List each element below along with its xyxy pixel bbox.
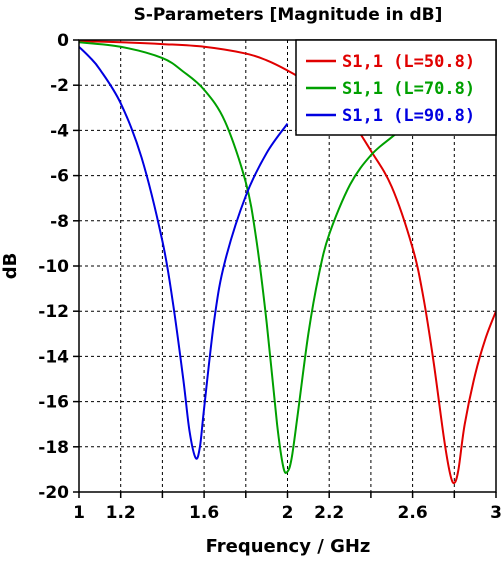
x-tick-label: 2.6 [398,503,428,523]
y-tick-label: -8 [50,212,69,232]
legend-entry-label: S1,1 (L=50.8) [342,52,475,72]
x-tick-label: 1.2 [106,503,136,523]
y-axis: 0 -2 -4 -6 -8 -10 -12 -14 -16 -18 -20 [38,31,79,503]
legend-entry-label: S1,1 (L=90.8) [342,106,475,126]
series-line-2 [79,41,414,474]
y-tick-label: -2 [50,76,69,96]
y-tick-label: -12 [38,302,69,322]
y-tick-label: -18 [38,438,69,458]
legend: S1,1 (L=50.8) S1,1 (L=70.8) S1,1 (L=90.8) [295,39,497,136]
plot-frame [78,39,497,493]
legend-entry-label: S1,1 (L=70.8) [342,79,475,99]
series-line-1 [79,40,496,485]
x-tick-label: 2.2 [314,503,344,523]
y-tick-label: -6 [50,167,69,187]
x-axis-label: Frequency / GHz [206,536,371,557]
y-axis-label: dB [0,253,21,280]
series-group [79,40,496,485]
x-axis: 1 1.2 1.6 2 2.2 2.6 3 [73,492,502,523]
x-tick-label: 1.6 [189,503,219,523]
x-tick-label: 2 [282,503,294,523]
chart-title: S-Parameters [Magnitude in dB] [134,5,443,25]
x-tick-label: 3 [490,503,502,523]
y-tick-label: -20 [38,483,69,503]
y-tick-label: 0 [57,31,69,51]
x-tick-label: 1 [73,503,85,523]
series-line-3 [79,46,289,460]
y-tick-label: -10 [38,257,69,277]
y-tick-label: -14 [38,347,69,367]
y-tick-label: -16 [38,393,69,413]
y-tick-label: -4 [50,121,69,141]
